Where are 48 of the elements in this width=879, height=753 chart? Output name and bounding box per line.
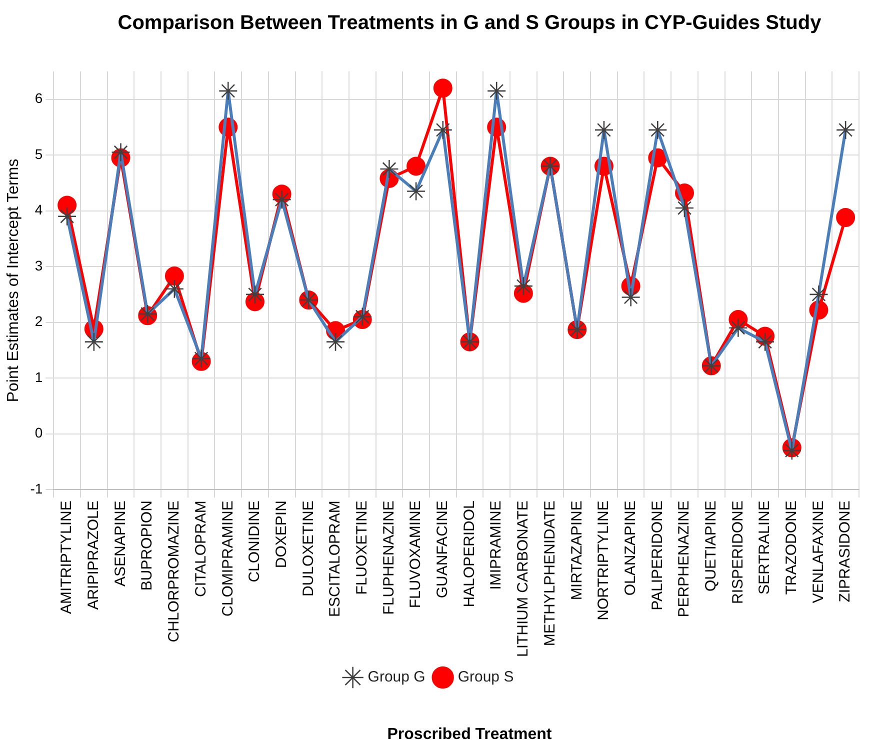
x-tick-label: CHLORPROMAZINE bbox=[166, 500, 183, 642]
x-tick-label: GUANFACINE bbox=[434, 500, 452, 598]
x-tick-label: RISPERIDONE bbox=[729, 500, 746, 604]
y-tick-label: 5 bbox=[34, 146, 43, 162]
x-axis-title: Proscribed Treatment bbox=[386, 726, 553, 744]
x-tick-label: PERPHENAZINE bbox=[676, 500, 693, 618]
x-tick-label: ESCITALOPRAM bbox=[326, 500, 344, 618]
y-tick-label: 0 bbox=[34, 424, 43, 441]
y-tick-label: 2 bbox=[34, 313, 43, 330]
x-tick-label: DULOXETINE bbox=[300, 500, 317, 596]
legend-label: Group G bbox=[368, 668, 426, 686]
point bbox=[406, 156, 426, 176]
x-tick-label: AMITRIPTYLINE bbox=[58, 500, 76, 614]
x-tick-label: FLUOXETINE bbox=[354, 500, 371, 595]
x-tick-label: CITALOPRAM bbox=[192, 500, 210, 598]
x-tick-label: CLOMIPRAMINE bbox=[219, 500, 236, 616]
x-tick-label: TRAZODONE bbox=[783, 500, 800, 595]
x-tick-label: SERTRALINE bbox=[756, 500, 774, 595]
x-tick-label: FLUPHENAZINE bbox=[380, 500, 398, 615]
y-tick-label: 6 bbox=[34, 90, 43, 106]
x-tick-label: METHYLPHENIDATE bbox=[541, 500, 558, 646]
point bbox=[433, 78, 452, 98]
y-tick-label: 1 bbox=[34, 368, 43, 385]
legend-label: Group S bbox=[458, 668, 514, 686]
x-tick-label: CLONIDINE bbox=[246, 500, 264, 582]
chart-title: Comparison Between Treatments in G and S Groups in CYP-Guides Study bbox=[116, 12, 822, 35]
x-tick-label: IMIPRAMINE bbox=[488, 500, 505, 590]
x-tick-label: OLANZAPINE bbox=[622, 500, 639, 596]
x-tick-label: PALIPERIDONE bbox=[648, 500, 666, 610]
x-tick-label: MIRTAZAPINE bbox=[568, 500, 586, 600]
y-axis-title: Point Estimates of Intercept Terms bbox=[5, 158, 22, 402]
x-tick-label: LITHIUM CARBONATE bbox=[514, 500, 532, 658]
x-tick-label: ARIPIPRAZOLE bbox=[85, 500, 102, 610]
x-tick-label: VENLAFAXINE bbox=[810, 500, 827, 604]
y-tick-label: -1 bbox=[30, 480, 43, 496]
x-tick-label: ZIPRASIDONE bbox=[836, 500, 854, 602]
x-tick-label: BUPROPION bbox=[138, 500, 156, 591]
x-tick-label: ASENAPINE bbox=[112, 500, 129, 586]
x-tick-label: DOXEPIN bbox=[272, 500, 290, 568]
point bbox=[836, 208, 856, 227]
y-tick-label: 4 bbox=[34, 202, 43, 218]
point bbox=[58, 196, 77, 215]
x-tick-label: HALOPERIDOL bbox=[460, 500, 478, 608]
x-tick-label: QUETIAPINE bbox=[702, 500, 720, 592]
point bbox=[164, 266, 184, 286]
x-tick-label: FLUVOXAMINE bbox=[407, 500, 424, 608]
x-tick-label: NORTRIPTYLINE bbox=[595, 500, 612, 620]
y-tick-label: 3 bbox=[34, 257, 43, 274]
